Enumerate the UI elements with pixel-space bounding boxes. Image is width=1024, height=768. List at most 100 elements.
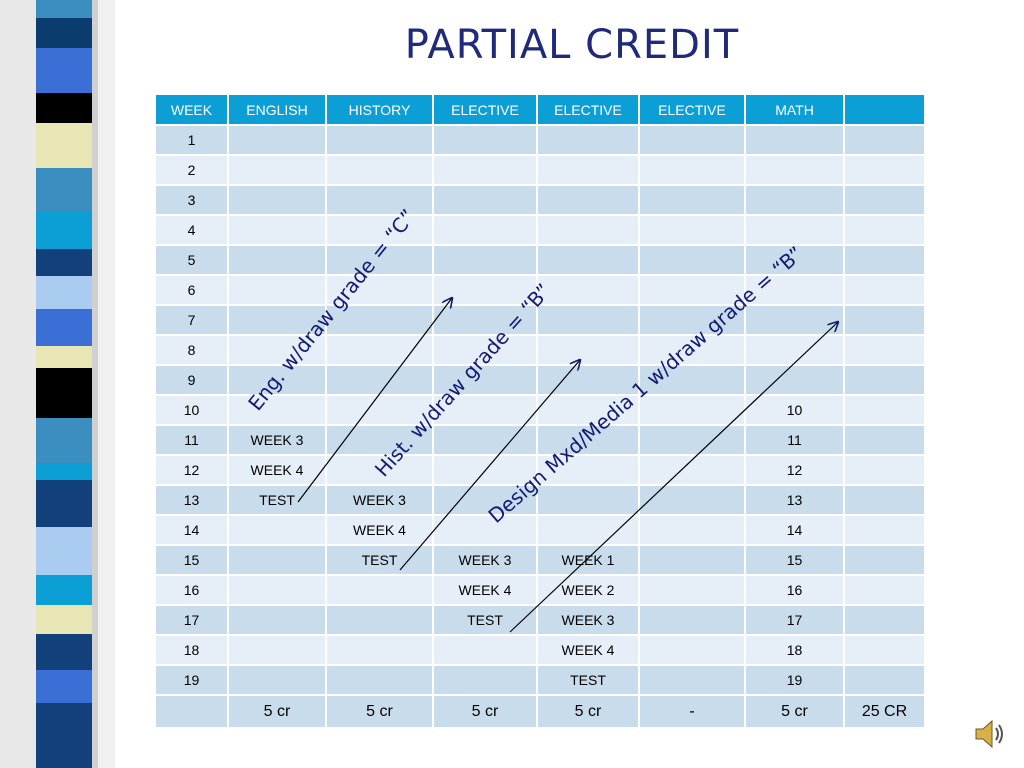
table-row: 14 WEEK 4 14 <box>154 514 926 546</box>
table-cell <box>432 124 538 156</box>
table-cell <box>638 394 746 426</box>
table-cell: TEST <box>227 484 327 516</box>
table-cell: WEEK 3 <box>227 424 327 456</box>
table-cell <box>227 574 327 606</box>
table-cell <box>227 364 327 396</box>
table-cell <box>536 214 640 246</box>
table-cell <box>325 664 434 696</box>
table-cell <box>325 364 434 396</box>
table-cell: - <box>638 694 746 729</box>
table-row: 16 WEEK 4 WEEK 2 16 <box>154 574 926 606</box>
table-cell <box>638 154 746 186</box>
table-cell <box>638 514 746 546</box>
table-cell: 6 <box>154 274 229 306</box>
table-cell <box>638 214 746 246</box>
table-cell <box>843 514 926 546</box>
table-cell <box>843 664 926 696</box>
table-cell: 2 <box>154 154 229 186</box>
table-cell <box>536 124 640 156</box>
table-cell: WEEK 1 <box>536 544 640 576</box>
table-cell <box>843 424 926 456</box>
table-cell <box>843 244 926 276</box>
table-cell <box>325 334 434 366</box>
table-cell: 5 cr <box>536 694 640 729</box>
table-cell <box>432 274 538 306</box>
table-cell: 16 <box>154 574 229 606</box>
table-cell <box>432 334 538 366</box>
table-cell <box>325 604 434 636</box>
table-row: 7 <box>154 304 926 336</box>
table-cell <box>843 154 926 186</box>
table-cell <box>432 214 538 246</box>
table-cell <box>432 424 538 456</box>
speaker-icon[interactable] <box>972 716 1008 752</box>
table-cell <box>432 364 538 396</box>
table-cell <box>227 244 327 276</box>
table-cell: 10 <box>744 394 845 426</box>
table-cell <box>638 334 746 366</box>
table-cell <box>744 214 845 246</box>
table-cell <box>744 304 845 336</box>
table-cell <box>432 154 538 186</box>
table-cell <box>536 424 640 456</box>
table-cell <box>843 454 926 486</box>
table-row: 19 TEST 19 <box>154 664 926 696</box>
table-cell <box>843 394 926 426</box>
table-cell <box>744 274 845 306</box>
table-cell: WEEK 2 <box>536 574 640 606</box>
table-cell <box>843 124 926 156</box>
table-cell <box>536 244 640 276</box>
table-cell: 14 <box>744 514 845 546</box>
table-cell <box>843 184 926 216</box>
table-cell <box>744 364 845 396</box>
table-cell <box>843 274 926 306</box>
table-cell <box>154 694 229 729</box>
table-row: 17 TEST WEEK 3 17 <box>154 604 926 636</box>
table-cell <box>432 304 538 336</box>
table-cell <box>325 124 434 156</box>
table-cell <box>843 634 926 666</box>
table-cell: TEST <box>536 664 640 696</box>
table-cell <box>227 514 327 546</box>
table-cell <box>638 244 746 276</box>
table-cell: 5 cr <box>744 694 845 729</box>
table-cell <box>325 214 434 246</box>
table-row: 2 <box>154 154 926 186</box>
table-cell: 18 <box>154 634 229 666</box>
table-cell: 25 CR <box>843 694 926 729</box>
table-row: 3 <box>154 184 926 216</box>
table-cell <box>744 244 845 276</box>
table-cell: 18 <box>744 634 845 666</box>
table-cell <box>227 544 327 576</box>
table-cell <box>536 184 640 216</box>
table-cell: 5 cr <box>325 694 434 729</box>
table-cell <box>638 604 746 636</box>
table-cell <box>843 364 926 396</box>
table-cell <box>432 244 538 276</box>
table-cell <box>638 424 746 456</box>
table-cell <box>638 274 746 306</box>
column-header <box>843 93 926 126</box>
table-cell <box>536 274 640 306</box>
table-cell <box>432 454 538 486</box>
column-header: WEEK <box>154 93 229 126</box>
table-cell <box>227 634 327 666</box>
table-cell: 8 <box>154 334 229 366</box>
table-row: 12 WEEK 4 12 <box>154 454 926 486</box>
table-cell: WEEK 3 <box>536 604 640 636</box>
table-cell <box>325 574 434 606</box>
column-header: ENGLISH <box>227 93 327 126</box>
table-row: 9 <box>154 364 926 396</box>
table-cell: 4 <box>154 214 229 246</box>
table-cell: 15 <box>154 544 229 576</box>
table-cell: 12 <box>744 454 845 486</box>
table-cell <box>432 634 538 666</box>
table-cell <box>325 454 434 486</box>
table-cell <box>536 394 640 426</box>
table-cell: 1 <box>154 124 229 156</box>
table-cell <box>227 664 327 696</box>
table-cell <box>227 184 327 216</box>
table-cell <box>536 154 640 186</box>
table-cell <box>638 124 746 156</box>
table-cell <box>432 514 538 546</box>
